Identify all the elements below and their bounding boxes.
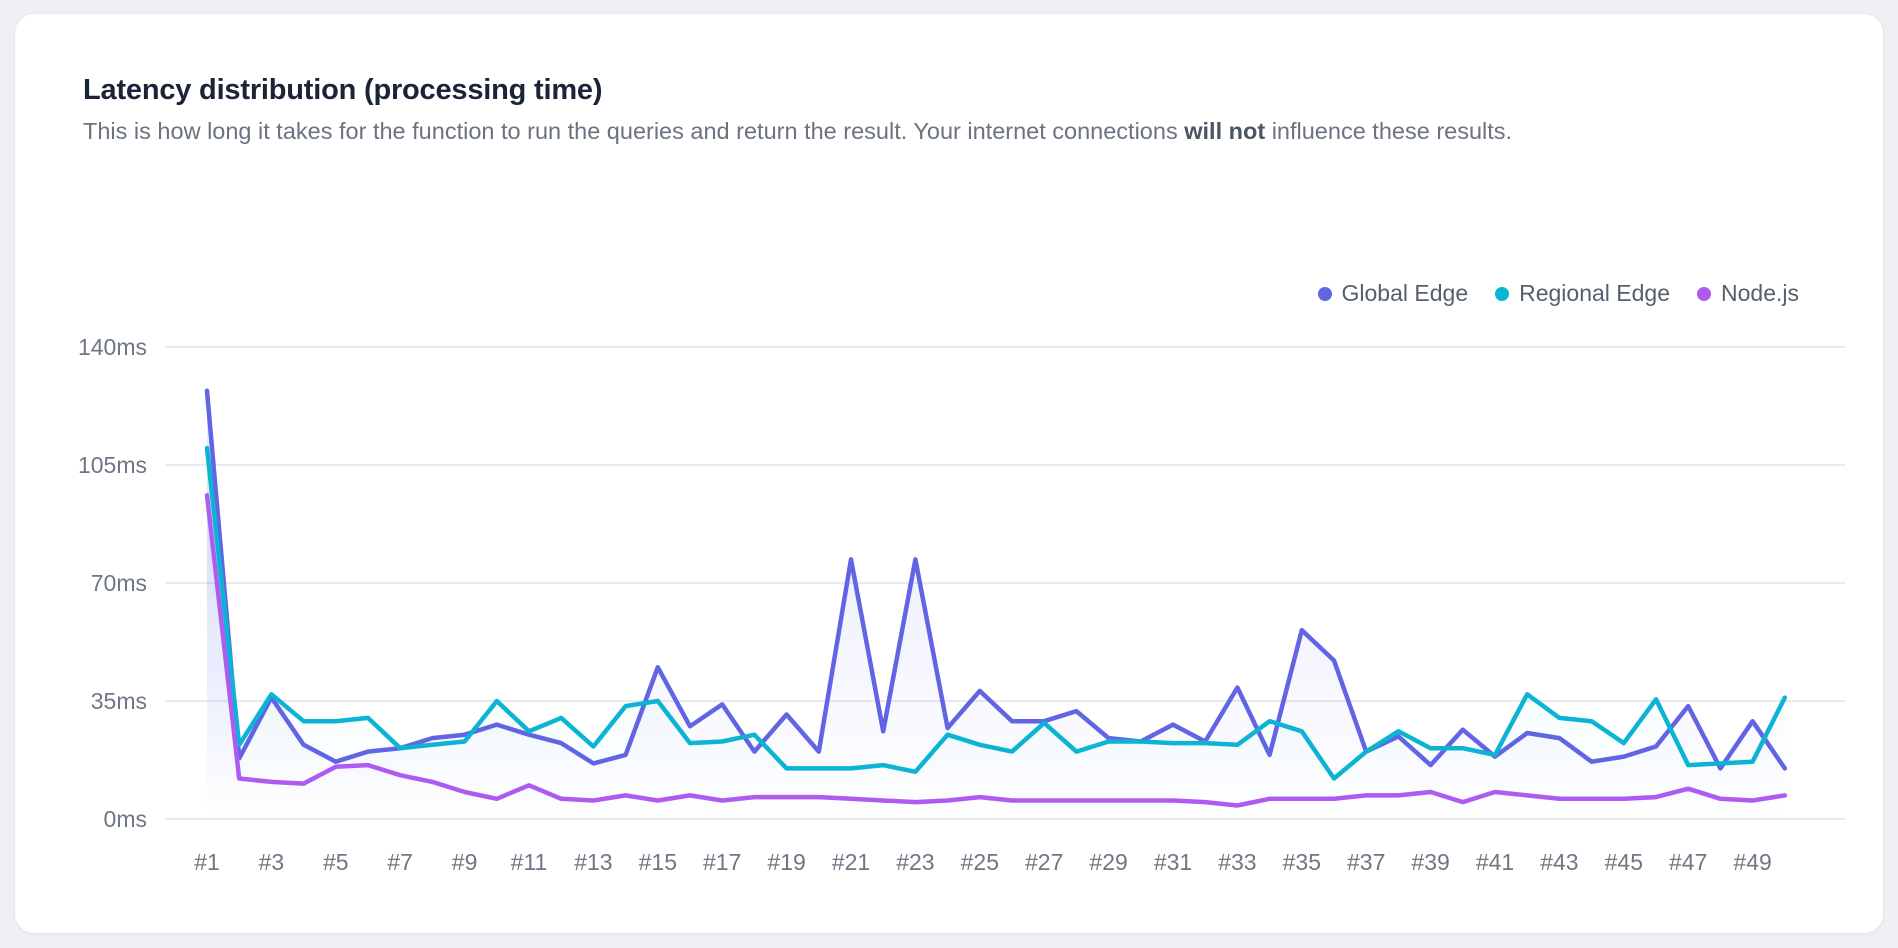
chart-title: Latency distribution (processing time) — [83, 74, 603, 106]
x-tick-label: #5 — [323, 849, 349, 875]
x-tick-label: #29 — [1089, 849, 1127, 875]
legend-label: Node.js — [1721, 280, 1799, 306]
y-tick-label: 105ms — [78, 452, 147, 478]
x-tick-label: #21 — [832, 849, 870, 875]
y-tick-label: 35ms — [91, 688, 147, 714]
x-tick-label: #17 — [703, 849, 741, 875]
x-tick-label: #25 — [961, 849, 999, 875]
x-tick-label: #47 — [1669, 849, 1707, 875]
legend-label: Regional Edge — [1519, 280, 1671, 306]
series-line — [204, 493, 1788, 808]
x-tick-label: #13 — [574, 849, 612, 875]
legend-dot-icon — [1317, 286, 1332, 301]
subtitle-bold-text: will not — [1184, 118, 1266, 144]
subtitle-text-after: influence these results. — [1265, 118, 1513, 144]
x-tick-label: #37 — [1347, 849, 1385, 875]
x-tick-label: #43 — [1540, 849, 1578, 875]
x-tick-label: #39 — [1411, 849, 1449, 875]
x-tick-label: #3 — [259, 849, 285, 875]
legend-dot-icon — [1697, 286, 1712, 301]
legend-item-global-edge[interactable]: Global Edge — [1317, 280, 1469, 307]
y-tick-label: 70ms — [91, 570, 147, 596]
x-tick-label: #27 — [1025, 849, 1063, 875]
legend-dot-icon — [1495, 286, 1510, 301]
legend-label: Global Edge — [1341, 280, 1469, 306]
subtitle-text-before: This is how long it takes for the functi… — [83, 118, 1185, 144]
x-tick-label: #31 — [1154, 849, 1192, 875]
x-tick-label: #23 — [896, 849, 934, 875]
x-tick-label: #9 — [452, 849, 478, 875]
x-tick-label: #7 — [387, 849, 413, 875]
legend-item-regional-edge[interactable]: Regional Edge — [1495, 280, 1670, 307]
x-tick-label: #11 — [511, 849, 548, 875]
y-tick-label: 0ms — [104, 806, 147, 832]
x-tick-label: #41 — [1476, 849, 1514, 875]
x-tick-label: #49 — [1733, 849, 1771, 875]
x-tick-label: #15 — [639, 849, 677, 875]
x-tick-label: #45 — [1605, 849, 1643, 875]
x-tick-label: #35 — [1283, 849, 1321, 875]
series-area — [207, 448, 1785, 819]
chart-subtitle: This is how long it takes for the functi… — [83, 111, 1512, 151]
x-tick-label: #1 — [194, 849, 220, 875]
x-tick-label: #33 — [1218, 849, 1256, 875]
legend-item-nodejs[interactable]: Node.js — [1697, 280, 1799, 307]
x-tick-label: #19 — [767, 849, 805, 875]
series-line — [204, 445, 1788, 781]
series-area — [207, 495, 1785, 819]
y-tick-label: 140ms — [78, 334, 147, 360]
chart-legend: Global Edge Regional Edge Node.js — [1317, 280, 1799, 307]
